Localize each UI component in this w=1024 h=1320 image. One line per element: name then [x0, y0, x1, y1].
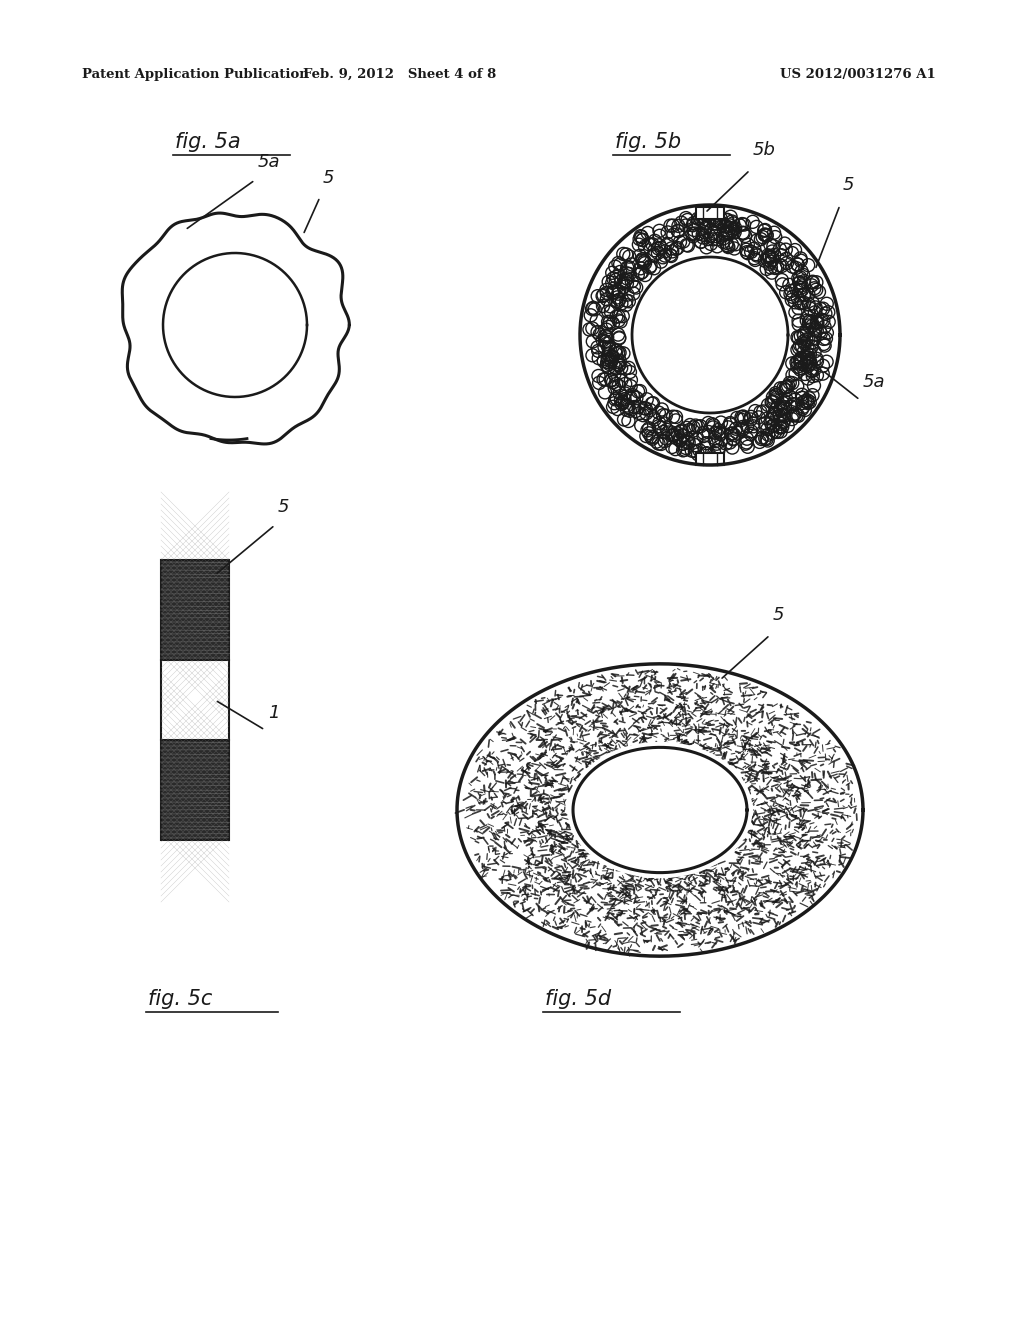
Text: 5b: 5b [753, 141, 776, 158]
Bar [161, 741, 229, 840]
Text: Patent Application Publication: Patent Application Publication [82, 69, 309, 81]
Bar [161, 660, 229, 741]
Text: fig. 5c: fig. 5c [148, 989, 212, 1008]
Text: Feb. 9, 2012   Sheet 4 of 8: Feb. 9, 2012 Sheet 4 of 8 [303, 69, 497, 81]
Text: 5a: 5a [863, 374, 886, 391]
Text: 1: 1 [268, 704, 280, 722]
Text: US 2012/0031276 A1: US 2012/0031276 A1 [780, 69, 936, 81]
Text: fig. 5b: fig. 5b [615, 132, 681, 152]
Text: 5: 5 [773, 606, 784, 624]
Text: fig. 5a: fig. 5a [175, 132, 241, 152]
Bar [696, 453, 724, 465]
Text: 5: 5 [843, 176, 854, 194]
Bar [696, 207, 724, 219]
Text: 5a: 5a [258, 153, 281, 172]
Text: 5: 5 [323, 169, 335, 187]
Bar [161, 560, 229, 660]
Text: 5: 5 [278, 498, 290, 516]
Text: fig. 5d: fig. 5d [545, 989, 611, 1008]
